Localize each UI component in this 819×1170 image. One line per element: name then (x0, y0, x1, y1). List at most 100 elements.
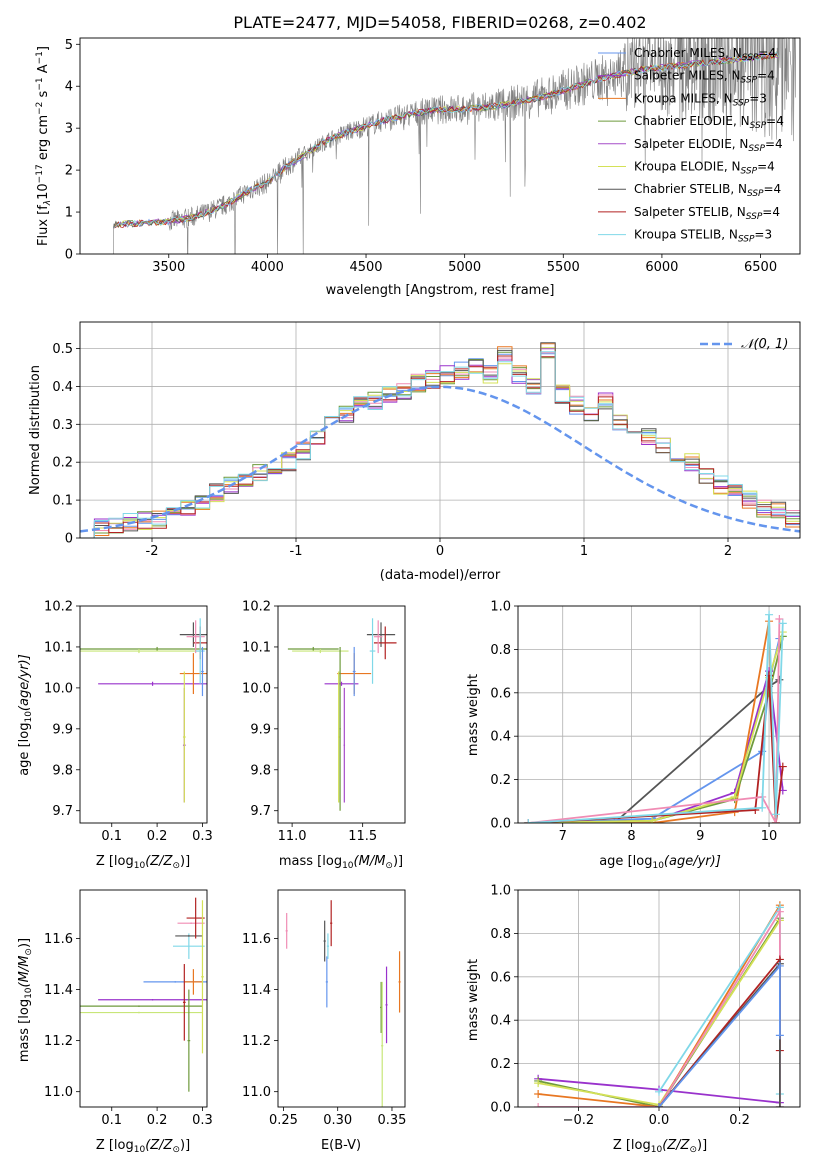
y-tick-label: 1 (65, 206, 73, 221)
y-tick-label: 0.6 (490, 970, 511, 985)
weight-marker (655, 1103, 663, 1107)
axes-massweight-vs-age: 7 8 9 10 0.0 0.2 0.4 0.6 0.8 1.0 (490, 600, 800, 844)
x-tick-label: 3500 (152, 260, 185, 275)
x-tick-label: 5500 (547, 260, 580, 275)
y-tick-label: 11.2 (44, 1034, 73, 1049)
weight-line (528, 621, 777, 823)
y-tick-label: 11.0 (44, 1085, 73, 1100)
x-tick-label: 5000 (448, 260, 481, 275)
x-axis-label: (data-model)/error (380, 568, 501, 583)
frame-age-mass (277, 605, 406, 824)
y-tick-label: 11.4 (242, 983, 271, 998)
x-tick-label: 0.3 (192, 829, 213, 844)
y-axis-label: Flux [fλ10−17 erg cm−2 s−1 A−1] (35, 46, 53, 246)
weight-marker (765, 610, 774, 619)
y-tick-label: 4 (65, 80, 73, 95)
y-tick-label: 9.7 (52, 804, 73, 819)
y-tick-label: 0.0 (490, 1101, 511, 1116)
weight-marker (648, 816, 657, 823)
axes-age-vs-mass: 11.0 11.5 9.7 9.8 9.9 10.0 10.1 10.2 (242, 600, 377, 845)
x-tick-label: 1 (580, 544, 588, 559)
legend-label: Salpeter STELIB, NSSP=4 (634, 205, 780, 222)
y-tick-label: 1.0 (490, 600, 511, 615)
axes-residuals: -2 -1 0 1 2 0 0.1 0.2 0.3 0.4 0.5 (52, 322, 800, 559)
y-tick-label: 5 (65, 38, 73, 53)
x-tick-label: 0.2 (729, 1113, 750, 1128)
weight-line (528, 638, 781, 823)
frame-mw-z (517, 889, 801, 1108)
residual-histogram (80, 343, 800, 538)
x-tick-label: 0.3 (192, 1113, 213, 1128)
weight-marker (771, 810, 780, 819)
y-axis-label: mass [log10(M/M⊙)] (17, 938, 34, 1062)
weight-marker (775, 1103, 784, 1107)
x-tick-label: 11.5 (348, 829, 377, 844)
weight-marker (775, 907, 784, 916)
x-tick-label: 2 (724, 544, 732, 559)
axes-massweight-vs-Z: −0.2 0.0 0.2 0.0 0.2 0.4 0.6 0.8 1.0 (490, 884, 800, 1128)
y-axis-label: mass weight (466, 674, 481, 756)
weight-marker (534, 1089, 543, 1098)
weight-marker (775, 1031, 784, 1040)
y-tick-label: 0 (65, 532, 73, 547)
y-tick-label: 0.2 (490, 773, 511, 788)
x-tick-label: 0.0 (649, 1113, 670, 1128)
x-tick-label: 10 (761, 829, 778, 844)
residual-histogram (80, 347, 800, 538)
x-tick-label: -1 (290, 544, 303, 559)
x-axis-label: age [log10(age/yr)] (599, 854, 721, 871)
x-tick-label: 4500 (349, 260, 382, 275)
y-tick-label: 10.1 (44, 640, 73, 655)
x-tick-label: 0.1 (101, 829, 122, 844)
y-tick-label: 0.0 (490, 817, 511, 832)
weight-line (528, 675, 784, 823)
legend-spectrum: Chabrier MILES, NSSP=4 Salpeter MILES, NS… (598, 46, 784, 245)
legend-label: Kroupa STELIB, NSSP=3 (634, 228, 772, 245)
x-tick-label: -2 (146, 544, 159, 559)
x-tick-label: 0.30 (323, 1113, 352, 1128)
weight-line (528, 631, 784, 823)
y-tick-label: 0 (65, 248, 73, 263)
y-tick-label: 0.4 (490, 730, 511, 745)
x-tick-label: 8 (627, 829, 635, 844)
chart-title: PLATE=2477, MJD=54058, FIBERID=0268, z=0… (233, 13, 646, 32)
legend-label: 𝒩(0, 1) (741, 337, 788, 352)
y-axis-label: Normed distribution (28, 365, 43, 495)
y-tick-label: 0.4 (490, 1014, 511, 1029)
y-tick-label: 0.8 (490, 927, 511, 942)
weight-marker (534, 1103, 543, 1107)
y-axis-label: mass weight (466, 959, 481, 1041)
weight-marker (771, 819, 780, 823)
y-tick-label: 11.2 (242, 1034, 271, 1049)
weight-marker (778, 762, 787, 771)
weight-marker (524, 819, 533, 823)
weight-line (528, 614, 784, 823)
legend-label: Chabrier STELIB, NSSP=4 (634, 182, 781, 199)
x-tick-label: 11.0 (278, 829, 307, 844)
y-axis-label: age [log10(age/yr)] (17, 654, 34, 776)
frame-mass-ebv (277, 889, 406, 1108)
weight-marker (775, 615, 784, 624)
weight-marker (534, 1079, 543, 1088)
legend-label: Salpeter MILES, NSSP=4 (634, 69, 775, 86)
y-tick-label: 10.2 (242, 600, 271, 615)
y-tick-label: 2 (65, 164, 73, 179)
weight-line (528, 670, 784, 823)
y-tick-label: 10.1 (242, 640, 271, 655)
frame-age-z (79, 605, 208, 824)
x-tick-label: 0.25 (269, 1113, 298, 1128)
weight-line (658, 904, 781, 1094)
model-spectrum-line (113, 51, 780, 229)
y-tick-label: 0.5 (52, 342, 73, 357)
x-tick-label: 0.35 (377, 1113, 406, 1128)
y-tick-label: 10.0 (242, 681, 271, 696)
y-tick-label: 3 (65, 122, 73, 137)
y-tick-label: 0.4 (52, 380, 73, 395)
x-tick-label: 0.1 (101, 1113, 122, 1128)
y-tick-label: 0.2 (52, 456, 73, 471)
y-tick-label: 9.8 (250, 763, 271, 778)
residual-histogram (80, 348, 800, 538)
weight-line (658, 963, 781, 1107)
x-tick-label: 6500 (744, 260, 777, 275)
